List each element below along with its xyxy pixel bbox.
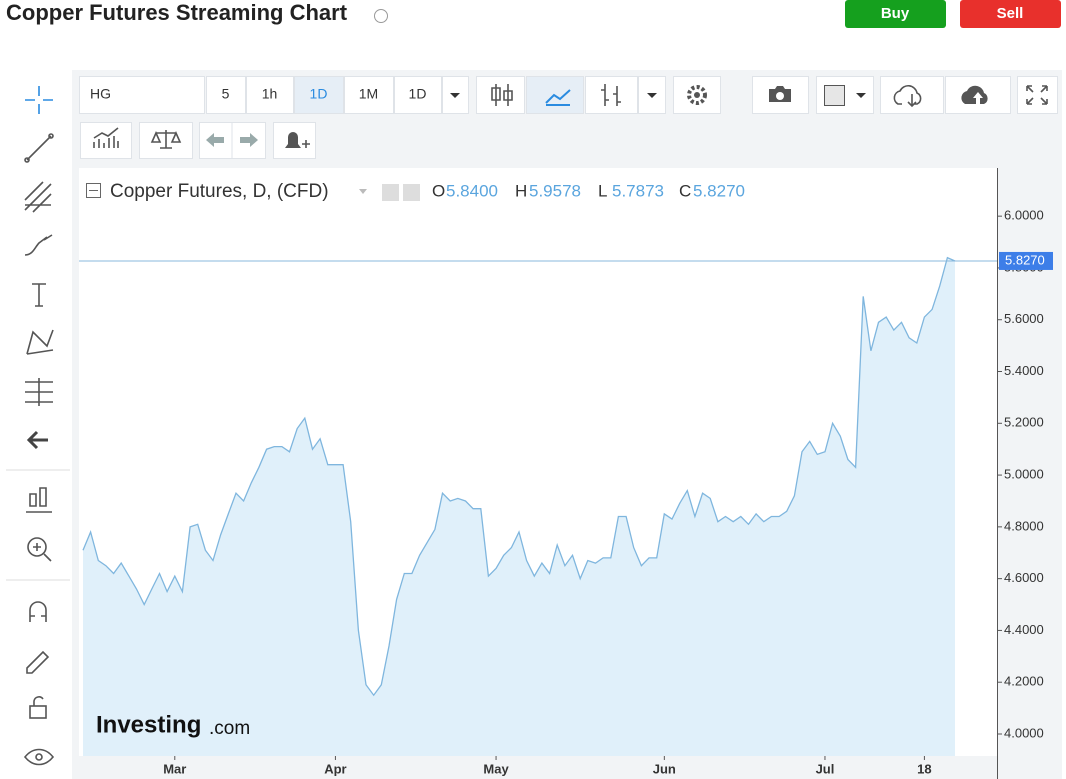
ohlc-value: 5.9578 xyxy=(529,181,581,200)
y-tick-label: 5.0000 xyxy=(1004,467,1044,482)
watermark: Investing .com xyxy=(96,711,250,739)
x-tick-label: 18 xyxy=(917,761,931,776)
y-tick-label: 4.8000 xyxy=(1004,518,1044,533)
interval-label[interactable]: 1h xyxy=(262,86,278,102)
symbol[interactable]: HG xyxy=(90,86,111,102)
x-tick-label: May xyxy=(483,761,509,776)
y-tick-label: 4.6000 xyxy=(1004,570,1044,585)
ohlc-label: O xyxy=(432,181,445,200)
visibility-toggle[interactable] xyxy=(382,184,399,201)
x-tick-label: Apr xyxy=(324,761,346,776)
interval-label[interactable]: 1M xyxy=(359,86,378,102)
price-line xyxy=(82,256,956,697)
save-button[interactable] xyxy=(945,76,1011,114)
last-price-label: 5.8270 xyxy=(1005,252,1045,267)
ohlc-label: C xyxy=(679,181,691,200)
fullscreen-button[interactable] xyxy=(1017,76,1058,114)
sell-button[interactable] xyxy=(960,0,1061,28)
y-tick-label: 5.4000 xyxy=(1004,363,1044,378)
left-toolbar xyxy=(6,86,70,766)
interval-button[interactable] xyxy=(206,76,246,114)
legend-title: Copper Futures, D, (CFD) xyxy=(110,181,329,202)
last-price-tag xyxy=(999,251,1053,270)
ohlc-value: 5.8400 xyxy=(446,181,498,200)
ohlc-value: 5.8270 xyxy=(693,181,745,200)
toolbar: HG 5 1h 1D 1M 1D xyxy=(79,76,1058,159)
sell-label[interactable]: Sell xyxy=(997,5,1024,22)
interval-label[interactable]: 1D xyxy=(409,86,427,102)
y-tick-label: 6.0000 xyxy=(1004,208,1044,223)
ohlc-value: 5.7873 xyxy=(612,181,664,200)
x-tick-label: Mar xyxy=(163,761,186,776)
info-icon[interactable] xyxy=(374,9,388,23)
interval-label[interactable]: 5 xyxy=(222,86,230,102)
caret xyxy=(450,93,460,98)
interval-button[interactable] xyxy=(294,76,344,114)
buy-button[interactable] xyxy=(845,0,946,28)
x-tick-label: Jun xyxy=(653,761,676,776)
interval-button[interactable] xyxy=(344,76,394,114)
x-tick-label: Jul xyxy=(816,761,835,776)
y-tick-label: 4.2000 xyxy=(1004,674,1044,689)
buy-label[interactable]: Buy xyxy=(881,5,910,22)
ohlc-label: H xyxy=(515,181,527,200)
y-tick-label: 4.0000 xyxy=(1004,725,1044,740)
interval-button[interactable] xyxy=(246,76,294,114)
symbol-box[interactable] xyxy=(79,76,205,114)
y-tick-label: 4.4000 xyxy=(1004,622,1044,637)
legend-settings[interactable] xyxy=(403,184,420,201)
watermark-suffix: .com xyxy=(209,718,250,739)
legend-caret[interactable] xyxy=(359,189,367,194)
indicators-button[interactable] xyxy=(80,122,132,159)
page-title: Copper Futures Streaming Chart xyxy=(6,0,348,25)
y-tick-label: 5.2000 xyxy=(1004,415,1044,430)
watermark-brand: Investing xyxy=(96,711,201,738)
interval-label[interactable]: 1D xyxy=(310,86,328,102)
ohlc-label: L xyxy=(598,181,607,200)
y-tick-label: 5.6000 xyxy=(1004,311,1044,326)
interval-button[interactable] xyxy=(394,76,442,114)
price-area xyxy=(83,257,955,756)
bar-button[interactable] xyxy=(585,76,638,114)
